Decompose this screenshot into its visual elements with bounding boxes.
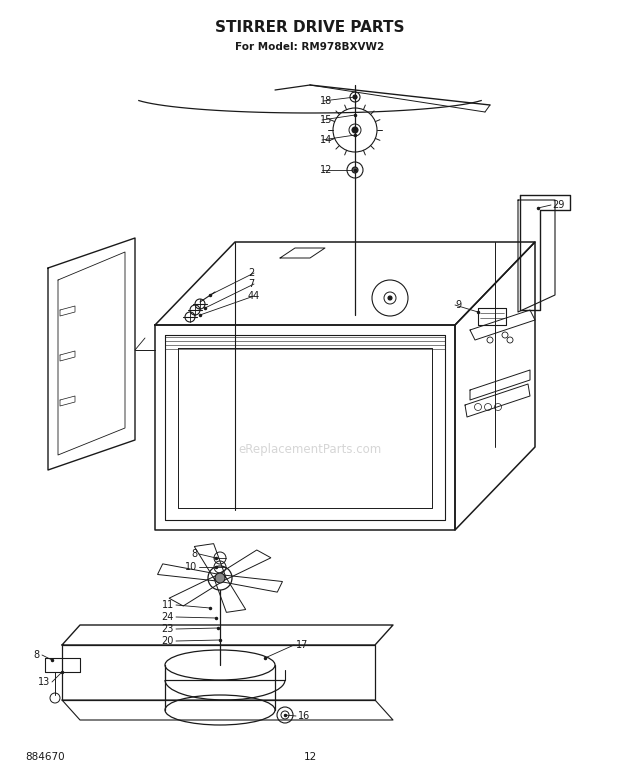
Text: 18: 18 bbox=[320, 96, 332, 106]
Text: 20: 20 bbox=[162, 636, 174, 646]
Text: 15: 15 bbox=[320, 115, 332, 125]
Text: 23: 23 bbox=[162, 624, 174, 634]
Circle shape bbox=[215, 573, 225, 583]
Text: STIRRER DRIVE PARTS: STIRRER DRIVE PARTS bbox=[215, 20, 405, 35]
Text: 8: 8 bbox=[34, 650, 40, 660]
Text: 8: 8 bbox=[191, 549, 197, 559]
Text: 13: 13 bbox=[38, 677, 50, 687]
Text: 7: 7 bbox=[248, 279, 254, 289]
Text: 12: 12 bbox=[320, 165, 332, 175]
Circle shape bbox=[352, 127, 358, 133]
Text: 29: 29 bbox=[552, 200, 564, 210]
Text: 16: 16 bbox=[298, 711, 310, 721]
Text: 12: 12 bbox=[303, 752, 317, 762]
Circle shape bbox=[388, 296, 392, 300]
Text: 2: 2 bbox=[248, 268, 254, 278]
Text: 10: 10 bbox=[185, 562, 197, 572]
Text: 11: 11 bbox=[162, 600, 174, 610]
Text: 9: 9 bbox=[455, 300, 461, 310]
Circle shape bbox=[352, 167, 358, 173]
Text: 884670: 884670 bbox=[25, 752, 64, 762]
Circle shape bbox=[353, 95, 357, 99]
Text: eReplacementParts.com: eReplacementParts.com bbox=[238, 443, 382, 457]
Text: 44: 44 bbox=[248, 291, 260, 301]
Text: 14: 14 bbox=[320, 135, 332, 145]
Text: 17: 17 bbox=[296, 640, 308, 650]
Text: For Model: RM978BXVW2: For Model: RM978BXVW2 bbox=[236, 42, 384, 52]
Text: 24: 24 bbox=[162, 612, 174, 622]
